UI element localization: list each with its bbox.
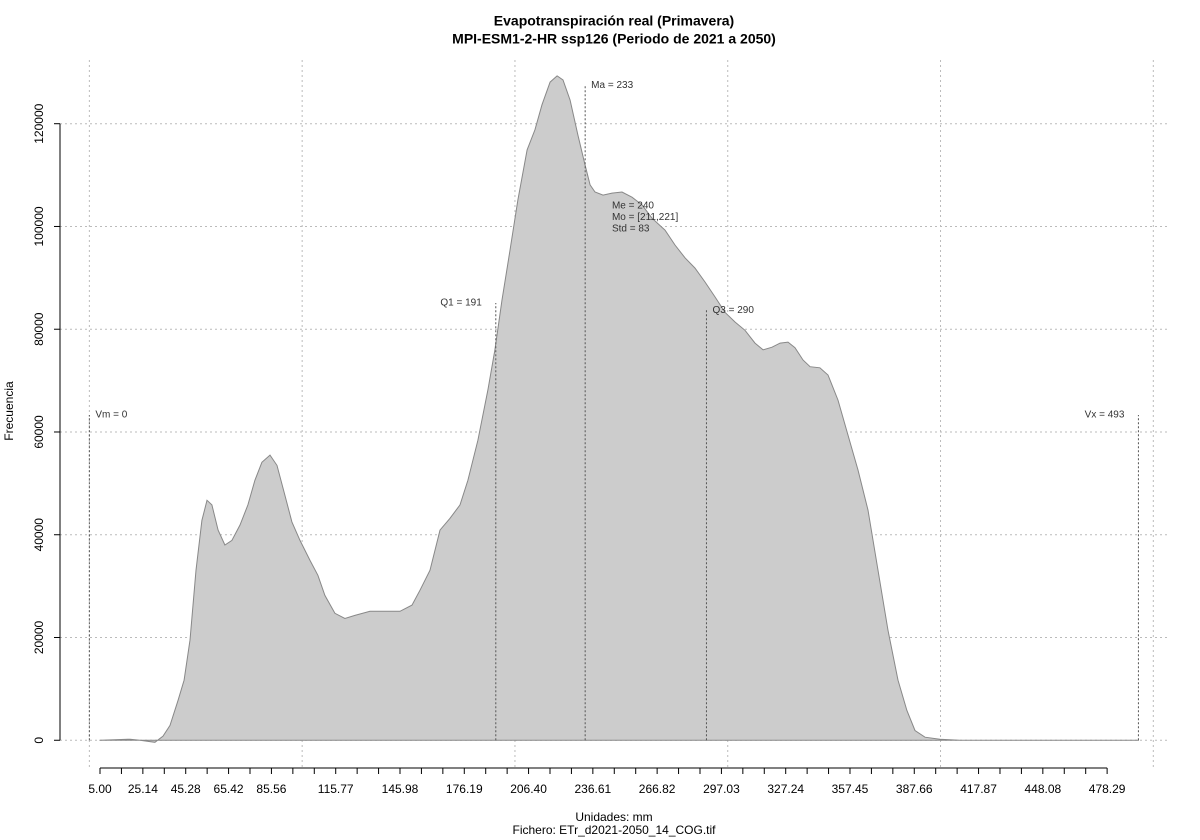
stats-label: Me = 240	[612, 201, 654, 212]
x-tick-label: 85.56	[256, 782, 286, 796]
x-tick-label: 387.66	[896, 782, 933, 796]
annotation-label: Vm = 0	[95, 410, 127, 421]
x-tick-label: 206.40	[510, 782, 547, 796]
x-axis-label: Unidades: mm	[575, 810, 652, 824]
x-tick-label: 297.03	[703, 782, 740, 796]
chart-title: Evapotranspiración real (Primavera)	[494, 13, 734, 29]
density-area	[99, 75, 1139, 743]
x-tick-label: 25.14	[128, 782, 158, 796]
y-axis-label: Frecuencia	[2, 381, 16, 441]
x-tick-label: 145.98	[382, 782, 419, 796]
annotation-label: Vx = 493	[1085, 410, 1125, 421]
x-tick-label: 176.19	[446, 782, 483, 796]
x-tick-label: 448.08	[1024, 782, 1061, 796]
annotation-label: Q1 = 191	[440, 298, 482, 309]
x-tick-label: 327.24	[767, 782, 804, 796]
caption: Fichero: ETr_d2021-2050_14_COG.tif	[513, 823, 717, 837]
chart-subtitle: MPI-ESM1-2-HR ssp126 (Periodo de 2021 a …	[452, 31, 776, 47]
y-tick-label: 40000	[32, 518, 46, 552]
x-tick-label: 357.45	[832, 782, 869, 796]
annotation-label: Q3 = 290	[712, 305, 754, 316]
x-tick-label: 45.28	[171, 782, 201, 796]
stats-label: Mo = [211,221]	[612, 212, 678, 223]
x-tick-label: 266.82	[639, 782, 676, 796]
y-tick-label: 80000	[32, 312, 46, 346]
stats-label: Std = 83	[612, 224, 650, 235]
y-tick-label: 20000	[32, 620, 46, 654]
x-tick-label: 236.61	[574, 782, 611, 796]
x-tick-label: 478.29	[1089, 782, 1126, 796]
x-tick-label: 5.00	[88, 782, 112, 796]
x-tick-label: 65.42	[214, 782, 244, 796]
y-tick-label: 100000	[32, 206, 46, 246]
y-tick-label: 60000	[32, 415, 46, 449]
annotation-label: Ma = 233	[591, 80, 633, 91]
x-tick-label: 417.87	[960, 782, 997, 796]
y-tick-label: 120000	[32, 103, 46, 143]
x-tick-label: 115.77	[318, 782, 354, 796]
y-tick-label: 0	[32, 737, 46, 744]
